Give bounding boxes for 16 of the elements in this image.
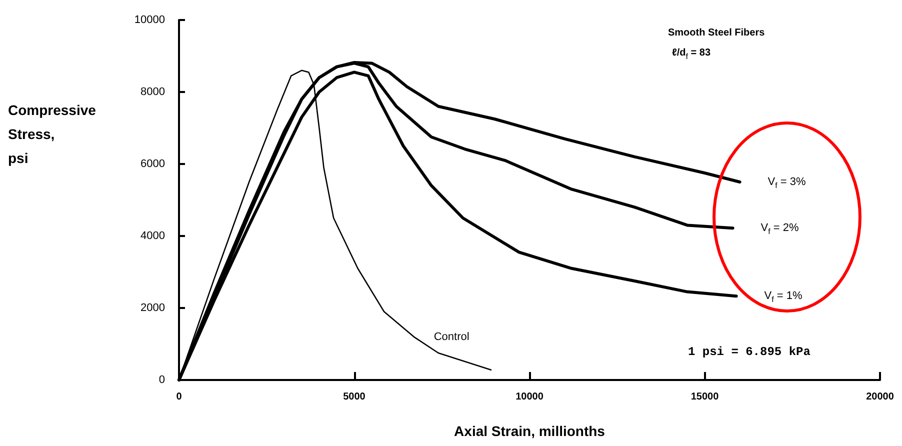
y-tick-label: 6000 (140, 158, 165, 170)
x-tick-label: 10000 (516, 392, 544, 402)
annotation: 1 psi = 6.895 kPa (688, 345, 810, 359)
y-tick-label: 8000 (140, 86, 165, 98)
y-tick-label: 2000 (140, 302, 165, 314)
x-axis-title: Axial Strain, millionths (454, 423, 606, 439)
y-tick-label: 4000 (140, 230, 165, 242)
y-axis-title: Compressive Stress, psi (8, 102, 96, 166)
x-tick-label: 0 (176, 392, 182, 402)
y-tick-label: 10000 (134, 14, 165, 26)
x-tick-label: 5000 (343, 392, 366, 402)
series-label: Control (434, 330, 470, 343)
x-tick-label: 15000 (690, 392, 720, 402)
annotation: Smooth Steel Fibers (668, 28, 766, 38)
x-tick-label: 20000 (866, 392, 894, 402)
y-tick-label: 0 (158, 374, 165, 386)
